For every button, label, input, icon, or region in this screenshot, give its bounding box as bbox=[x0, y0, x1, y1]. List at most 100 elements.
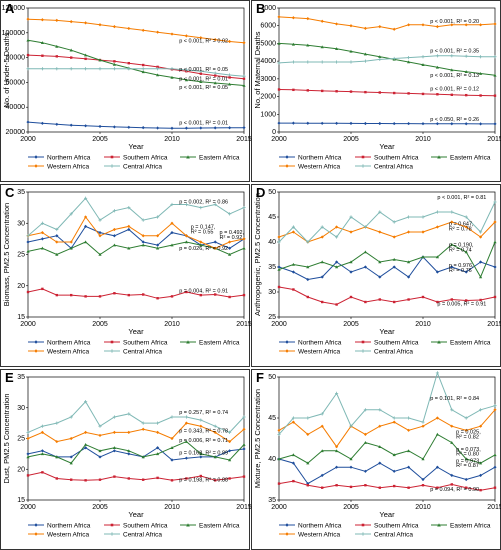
data-point bbox=[436, 300, 439, 304]
data-point bbox=[306, 461, 310, 465]
data-point bbox=[479, 122, 483, 126]
y-tick-label: 25 bbox=[17, 436, 25, 443]
data-point bbox=[170, 446, 174, 450]
data-point bbox=[228, 212, 232, 216]
y-tick-label: 15 bbox=[17, 314, 25, 321]
data-point bbox=[378, 210, 382, 214]
data-point bbox=[407, 23, 411, 27]
data-point bbox=[378, 260, 382, 264]
data-point bbox=[112, 25, 116, 29]
stat-annotation: p = 0.168, R² = 0.89 bbox=[179, 450, 228, 456]
plot-area bbox=[278, 191, 496, 318]
data-point bbox=[156, 73, 160, 77]
stat-annotation: R² = 0.82 bbox=[456, 435, 479, 441]
stat-annotation: p = 0.973, bbox=[456, 458, 481, 464]
data-point bbox=[55, 234, 59, 238]
data-point bbox=[392, 220, 396, 224]
data-point bbox=[378, 55, 382, 58]
data-point bbox=[127, 449, 131, 453]
data-point bbox=[363, 441, 367, 444]
x-tick-label: 2005 bbox=[343, 504, 359, 511]
data-point bbox=[321, 89, 324, 93]
data-point bbox=[464, 54, 468, 58]
data-point bbox=[228, 477, 231, 480]
data-point bbox=[479, 71, 483, 75]
series-line bbox=[278, 241, 496, 279]
stat-annotation: p < 0.001, R² = 0.01 bbox=[179, 121, 228, 127]
legend-marker bbox=[186, 340, 190, 344]
data-point bbox=[170, 32, 174, 36]
legend-marker bbox=[110, 532, 114, 536]
y-tick-label: 2000 bbox=[260, 94, 276, 101]
y-tick-label: 4000 bbox=[260, 58, 276, 65]
data-point bbox=[335, 225, 339, 229]
data-point bbox=[421, 215, 425, 219]
data-point bbox=[421, 295, 425, 299]
data-point bbox=[392, 27, 396, 31]
stat-annotation: p = 0.101, R² = 0.84 bbox=[430, 396, 479, 402]
data-point bbox=[69, 436, 73, 441]
data-point bbox=[55, 227, 59, 232]
data-point bbox=[156, 476, 159, 480]
data-point bbox=[170, 231, 174, 235]
data-point bbox=[320, 424, 324, 428]
data-point bbox=[199, 72, 202, 75]
y-tick-label: 20 bbox=[17, 466, 25, 473]
series-line bbox=[27, 54, 245, 80]
data-point bbox=[156, 452, 160, 456]
stat-annotation: p = 0.492, bbox=[220, 230, 245, 236]
data-point bbox=[435, 416, 439, 420]
data-point bbox=[464, 122, 468, 126]
data-point bbox=[228, 240, 232, 244]
data-point bbox=[156, 234, 160, 238]
series-line bbox=[27, 288, 245, 299]
data-point bbox=[69, 67, 73, 71]
data-point bbox=[84, 240, 88, 244]
data-point bbox=[464, 250, 468, 254]
data-point bbox=[112, 209, 116, 213]
data-point bbox=[242, 246, 246, 250]
y-axis-title: No. of Under-5 Deaths bbox=[2, 32, 11, 107]
data-point bbox=[407, 275, 411, 279]
y-tick-label: 50 bbox=[268, 374, 276, 381]
data-point bbox=[421, 23, 425, 27]
data-point bbox=[392, 257, 396, 261]
legend-label: Central Africa bbox=[123, 163, 162, 170]
panel-B: B 0 1000 2000 3000 4000 5000 6000 7000 2000 2005 20… bbox=[251, 0, 501, 182]
data-point bbox=[320, 45, 324, 49]
data-point bbox=[156, 126, 160, 130]
data-point bbox=[69, 415, 73, 419]
legend-label: Eastern Africa bbox=[450, 522, 491, 529]
y-tick-label: 25 bbox=[17, 252, 25, 259]
panel-A: A 20000 40000 60000 80000 100000 120000 2000 200… bbox=[0, 0, 252, 182]
data-point bbox=[321, 300, 324, 304]
data-point bbox=[228, 439, 232, 444]
data-point bbox=[70, 56, 73, 59]
data-point bbox=[493, 122, 497, 126]
data-point bbox=[349, 90, 353, 93]
data-point bbox=[156, 430, 160, 434]
legend-marker bbox=[34, 523, 38, 527]
legend-label: Southern Africa bbox=[123, 339, 168, 346]
data-point bbox=[291, 453, 295, 457]
data-point bbox=[393, 91, 396, 95]
data-point bbox=[184, 421, 188, 425]
data-point bbox=[184, 234, 188, 238]
data-point bbox=[141, 126, 145, 130]
data-point bbox=[84, 21, 88, 25]
data-point bbox=[306, 60, 310, 64]
series-line bbox=[27, 197, 245, 237]
data-point bbox=[320, 449, 324, 453]
y-tick-label: 80000 bbox=[6, 55, 26, 62]
data-point bbox=[141, 421, 145, 425]
data-point bbox=[127, 412, 131, 416]
data-point bbox=[84, 430, 88, 434]
legend-label: Western Africa bbox=[47, 531, 90, 538]
y-tick-label: 0 bbox=[272, 129, 276, 136]
data-point bbox=[292, 479, 295, 483]
data-point bbox=[242, 447, 246, 451]
y-axis-title: Dust, PM2.5 Concentration bbox=[2, 393, 11, 483]
data-point bbox=[320, 412, 324, 416]
data-point bbox=[26, 17, 30, 21]
